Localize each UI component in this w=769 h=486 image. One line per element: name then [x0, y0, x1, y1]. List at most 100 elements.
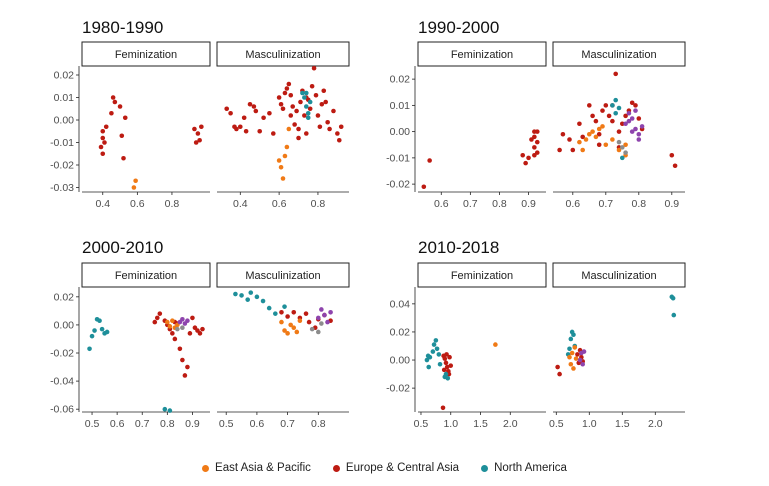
legend-item-europe-central-asia: Europe & Central Asia	[332, 462, 459, 474]
data-point	[567, 137, 572, 142]
data-point	[328, 309, 333, 315]
data-point	[296, 126, 301, 132]
data-point	[98, 144, 104, 150]
data-point	[303, 131, 309, 136]
data-point	[180, 357, 185, 363]
data-point	[175, 326, 180, 332]
data-point	[620, 145, 625, 150]
data-point	[427, 354, 433, 360]
data-point	[321, 88, 327, 94]
data-point	[197, 331, 203, 336]
data-point	[228, 110, 233, 116]
data-point	[307, 99, 313, 105]
data-point	[285, 314, 290, 319]
data-point	[282, 304, 287, 309]
data-point	[286, 81, 292, 87]
data-point	[285, 331, 290, 336]
data-point	[567, 346, 572, 352]
x-tick-label: 0.5	[219, 418, 234, 430]
data-point	[319, 321, 324, 326]
x-tick-label: 0.5	[85, 418, 100, 430]
data-point	[532, 145, 537, 150]
data-point	[445, 375, 451, 381]
data-point	[254, 294, 260, 300]
x-tick-label: 0.8	[165, 198, 180, 210]
x-tick-label: 0.6	[130, 198, 145, 210]
data-point	[331, 108, 336, 114]
facet-strip	[81, 41, 211, 67]
data-point	[448, 363, 454, 368]
data-point	[670, 295, 676, 301]
facet-strip	[81, 262, 211, 288]
data-point	[580, 134, 585, 140]
facet-strip	[216, 262, 350, 288]
data-point	[577, 357, 583, 363]
facet-Masculinization: Masculinization 0.5 0.6 0.7 0.8	[216, 262, 350, 430]
data-point	[303, 311, 309, 316]
data-point	[426, 364, 432, 370]
data-point	[325, 319, 330, 325]
data-point	[117, 104, 123, 109]
y-tick-label: 0.02	[390, 74, 411, 86]
x-tick-label: 0.5	[414, 418, 429, 430]
data-point	[325, 119, 330, 125]
data-point	[610, 137, 615, 142]
data-point	[89, 333, 95, 339]
data-point	[177, 346, 183, 352]
data-point	[165, 319, 170, 325]
data-point	[245, 297, 250, 302]
legend-label-east-asia-pacific: East Asia & Pacific	[215, 462, 311, 474]
data-point	[100, 151, 106, 157]
facet-strip-label: Masculinization	[581, 49, 656, 61]
data-point	[336, 137, 342, 143]
data-point	[569, 350, 575, 356]
data-point	[233, 291, 238, 297]
data-point	[560, 131, 566, 137]
data-point	[620, 155, 625, 161]
data-point	[297, 318, 303, 324]
data-point	[291, 309, 297, 315]
data-point	[636, 137, 642, 142]
data-point	[493, 342, 498, 347]
facet-Masculinization: Masculinization 0.6 0.7 0.8 0.9	[552, 41, 686, 210]
x-tick-label: 2.0	[503, 418, 518, 430]
data-point	[427, 158, 432, 163]
data-point	[623, 142, 628, 148]
facet-strip	[417, 262, 547, 288]
y-tick-label: -0.02	[50, 160, 74, 172]
data-point	[319, 101, 325, 107]
data-point	[317, 124, 323, 130]
y-tick-label: -0.02	[50, 348, 74, 360]
data-point	[279, 319, 284, 325]
x-tick-label: 0.8	[311, 198, 326, 210]
data-point	[633, 108, 638, 113]
data-point	[577, 139, 582, 145]
data-point	[261, 115, 266, 121]
data-point	[532, 152, 537, 158]
data-point	[596, 126, 602, 132]
data-point	[434, 346, 440, 352]
data-point	[224, 106, 230, 112]
data-point	[613, 110, 618, 116]
y-tick-label: 0.00	[54, 115, 75, 127]
data-point	[187, 331, 193, 336]
data-point	[603, 142, 609, 148]
legend: East Asia & Pacific Europe & Central Asi…	[0, 462, 769, 474]
data-point	[133, 178, 138, 184]
y-tick-label: 0.01	[390, 100, 411, 112]
x-tick-label: 0.6	[110, 418, 125, 430]
data-point	[303, 90, 309, 96]
y-tick-label: 0.01	[54, 92, 75, 104]
data-point	[100, 128, 106, 134]
x-tick-label: 0.8	[311, 418, 326, 430]
data-point	[581, 349, 587, 354]
data-point	[593, 134, 599, 140]
data-point	[319, 307, 324, 312]
data-point	[294, 108, 299, 114]
legend-dot-europe-central-asia	[332, 464, 340, 472]
data-point	[276, 95, 282, 100]
data-point	[335, 131, 340, 136]
y-tick-label: -0.01	[386, 152, 410, 164]
facet-Masculinization: Masculinization 0.4 0.6 0.8	[216, 41, 350, 210]
data-point	[583, 137, 589, 142]
